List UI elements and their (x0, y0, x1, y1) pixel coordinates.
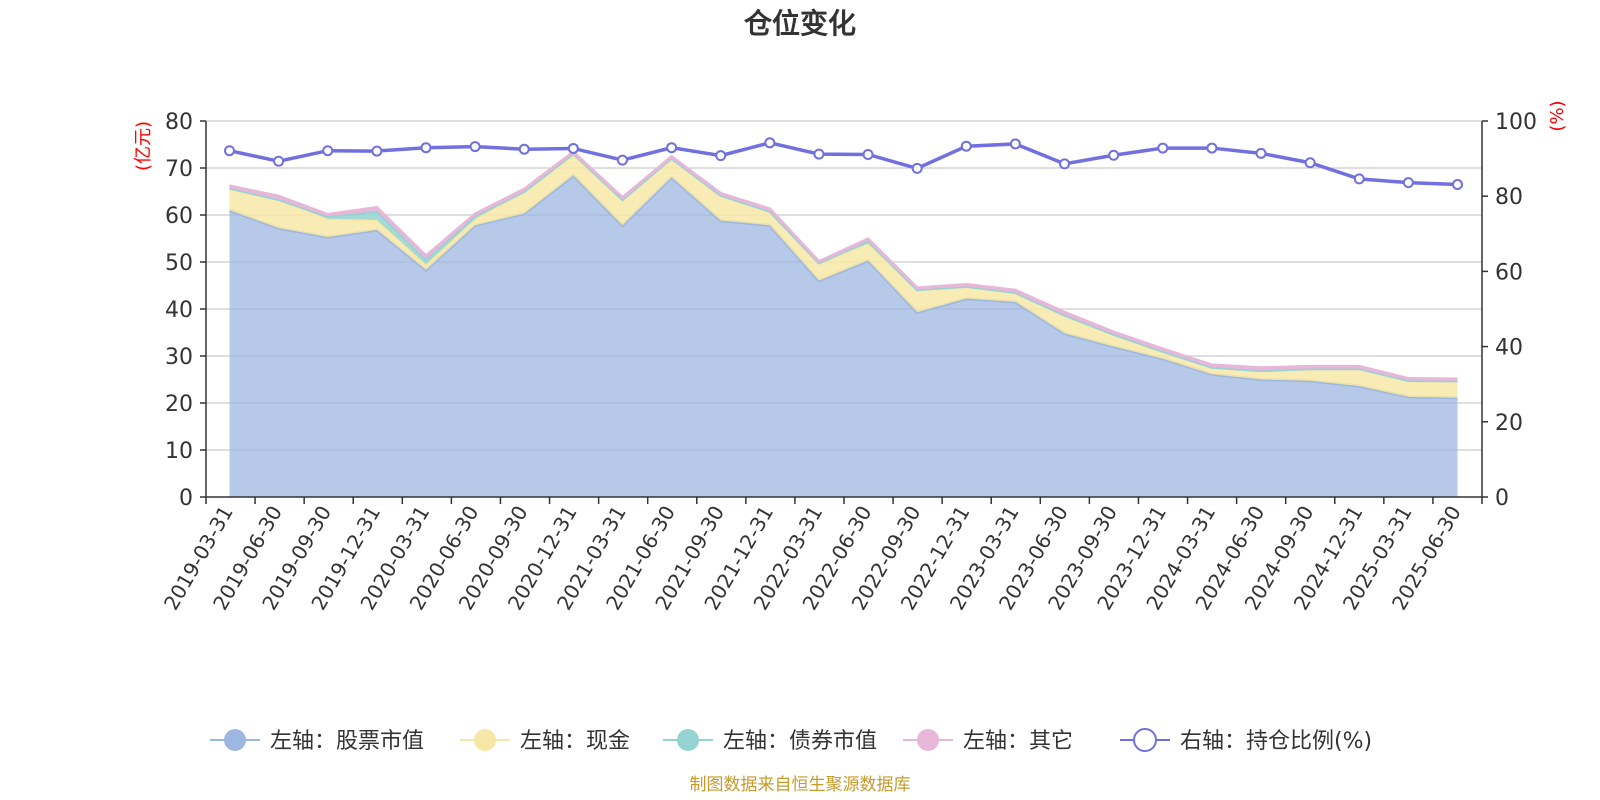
legend-item-4[interactable]: 左轴：其它 (903, 729, 1073, 754)
legend-item-1[interactable]: 左轴：股票市值 (210, 729, 424, 754)
left-tick-label: 20 (165, 392, 193, 417)
ratio-point[interactable] (224, 145, 235, 157)
ratio-line (224, 137, 1463, 191)
left-tick-label: 40 (165, 298, 193, 323)
ratio-point[interactable] (273, 155, 285, 167)
legend-swatch-icon (474, 729, 496, 751)
right-tick-label: 80 (1495, 185, 1523, 210)
legend-swatch-icon (917, 729, 939, 751)
ratio-point[interactable] (420, 142, 432, 154)
legend-label: 左轴：其它 (963, 729, 1073, 754)
legend-item-2[interactable]: 左轴：现金 (460, 729, 630, 754)
legend[interactable]: 左轴：股票市值 左轴：现金 左轴：债券市值 左轴：其它 右轴：持仓比例(%) (210, 728, 1372, 754)
stacked-areas (228, 150, 1458, 497)
left-tick-label: 80 (165, 110, 193, 135)
left-tick-label: 30 (165, 345, 193, 370)
ratio-line-path (229, 141, 1458, 187)
legend-label: 左轴：现金 (520, 729, 630, 754)
chart-title: 仓位变化 (744, 7, 856, 40)
right-tick-label: 40 (1495, 336, 1523, 361)
ratio-point[interactable] (1452, 179, 1463, 191)
legend-label: 右轴：持仓比例(%) (1180, 729, 1372, 754)
right-tick-label: 0 (1495, 486, 1509, 511)
ratio-point[interactable] (518, 143, 530, 155)
area-edge-4 (229, 150, 1458, 381)
left-tick-label: 60 (165, 204, 193, 229)
legend-swatch-icon (224, 729, 246, 751)
ratio-point[interactable] (813, 148, 825, 160)
legend-swatch-icon (1133, 728, 1157, 752)
ratio-point[interactable] (1108, 149, 1120, 161)
right-tick-label: 60 (1495, 260, 1523, 285)
ratio-point[interactable] (1059, 158, 1071, 170)
left-tick-label: 10 (165, 439, 193, 464)
ratio-point[interactable] (911, 162, 923, 174)
area-2 (229, 155, 1458, 398)
ratio-point[interactable] (1009, 138, 1021, 150)
right-axis-unit: (%) (1547, 100, 1568, 131)
legend-label: 左轴：债券市值 (723, 729, 877, 754)
ratio-point[interactable] (715, 150, 727, 162)
legend-item-3[interactable]: 左轴：债券市值 (663, 729, 877, 754)
ratio-point[interactable] (1206, 142, 1218, 154)
legend-label: 左轴：股票市值 (270, 729, 424, 754)
ratio-point[interactable] (1255, 147, 1267, 159)
ratio-point[interactable] (1402, 177, 1414, 189)
right-tick-label: 100 (1495, 110, 1537, 135)
ratio-point[interactable] (322, 145, 334, 157)
legend-swatch-icon (677, 729, 699, 751)
ratio-point[interactable] (371, 145, 383, 157)
ratio-point[interactable] (469, 141, 481, 153)
ratio-point[interactable] (1304, 157, 1316, 169)
ratio-point[interactable] (666, 142, 678, 154)
left-tick-label: 70 (165, 157, 193, 182)
data-source-note: 制图数据来自恒生聚源数据库 (690, 775, 911, 795)
ratio-point[interactable] (764, 137, 776, 149)
ratio-point[interactable] (1157, 142, 1169, 154)
ratio-point[interactable] (567, 142, 579, 154)
ratio-point[interactable] (616, 154, 628, 166)
ratio-point[interactable] (1353, 173, 1365, 185)
left-tick-label: 0 (179, 486, 193, 511)
right-tick-label: 20 (1495, 411, 1523, 436)
area-1 (229, 175, 1458, 497)
ratio-point[interactable] (862, 148, 874, 160)
ratio-point[interactable] (960, 140, 972, 152)
left-axis-unit: (亿元) (133, 121, 154, 171)
left-tick-label: 50 (165, 251, 193, 276)
legend-item-5[interactable]: 右轴：持仓比例(%) (1120, 728, 1372, 754)
